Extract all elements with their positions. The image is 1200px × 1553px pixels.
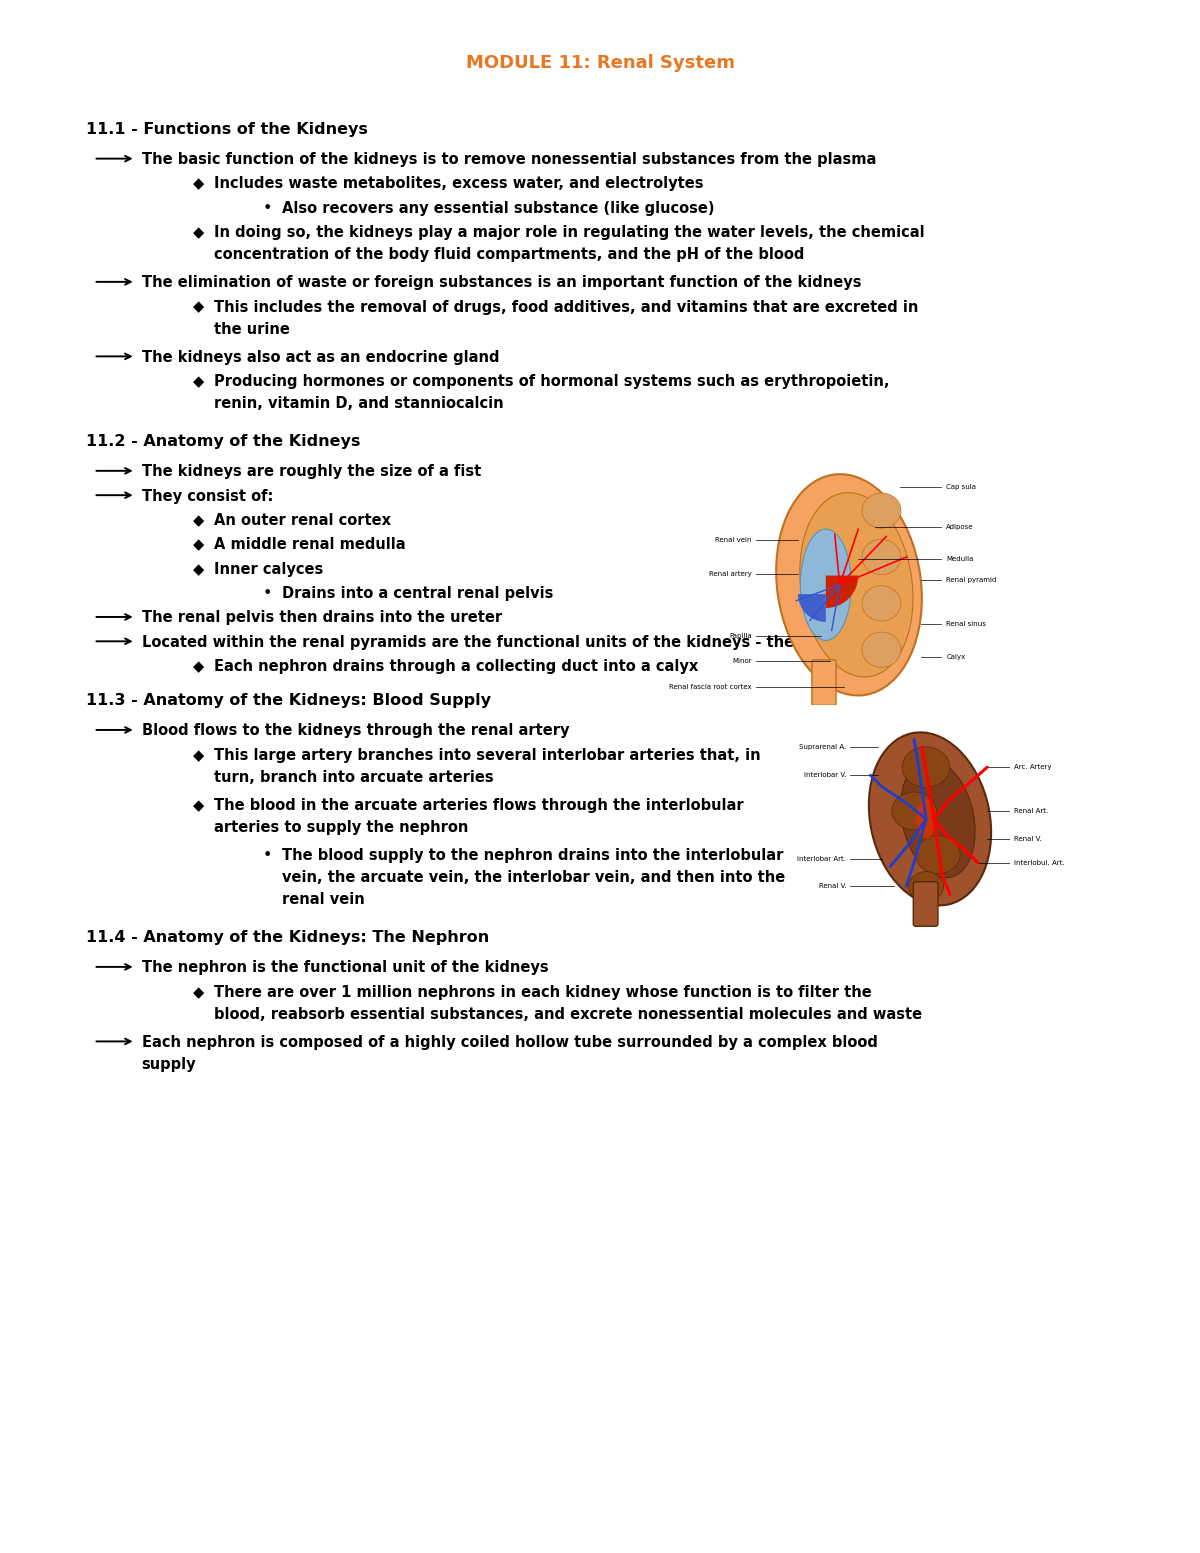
- Text: The renal pelvis then drains into the ureter: The renal pelvis then drains into the ur…: [142, 610, 502, 626]
- Text: the urine: the urine: [214, 321, 289, 337]
- Text: ◆: ◆: [193, 798, 204, 812]
- Ellipse shape: [869, 733, 991, 905]
- Text: Renal sinus: Renal sinus: [947, 621, 986, 627]
- Ellipse shape: [892, 792, 936, 829]
- Text: The kidneys also act as an endocrine gland: The kidneys also act as an endocrine gla…: [142, 349, 499, 365]
- Text: ◆: ◆: [193, 537, 204, 553]
- Ellipse shape: [862, 585, 901, 621]
- Text: The nephron is the functional unit of the kidneys: The nephron is the functional unit of th…: [142, 960, 548, 975]
- Ellipse shape: [902, 747, 950, 787]
- Text: There are over 1 million nephrons in each kidney whose function is to filter the: There are over 1 million nephrons in eac…: [214, 985, 871, 1000]
- Text: The basic function of the kidneys is to remove nonessential substances from the : The basic function of the kidneys is to …: [142, 152, 876, 168]
- Text: Interlobar Art.: Interlobar Art.: [798, 856, 846, 862]
- Text: Producing hormones or components of hormonal systems such as erythropoietin,: Producing hormones or components of horm…: [214, 374, 889, 390]
- Text: Renal V.: Renal V.: [1014, 836, 1042, 842]
- Text: Renal V.: Renal V.: [818, 884, 846, 890]
- Text: •: •: [263, 848, 272, 863]
- Text: Calyx: Calyx: [947, 654, 966, 660]
- Text: Medulla: Medulla: [947, 556, 973, 562]
- Text: Arc. Artery: Arc. Artery: [1014, 764, 1051, 770]
- Ellipse shape: [862, 539, 901, 575]
- Wedge shape: [798, 595, 826, 621]
- Text: ◆: ◆: [193, 300, 204, 315]
- Text: The kidneys are roughly the size of a fist: The kidneys are roughly the size of a fi…: [142, 464, 481, 480]
- Text: turn, branch into arcuate arteries: turn, branch into arcuate arteries: [214, 770, 493, 784]
- Text: The elimination of waste or foreign substances is an important function of the k: The elimination of waste or foreign subs…: [142, 275, 862, 290]
- Text: 11.4 - Anatomy of the Kidneys: The Nephron: 11.4 - Anatomy of the Kidneys: The Nephr…: [86, 930, 490, 944]
- Ellipse shape: [901, 759, 976, 877]
- Text: ◆: ◆: [193, 747, 204, 763]
- Text: ◆: ◆: [193, 177, 204, 191]
- Text: Each nephron drains through a collecting duct into a calyx: Each nephron drains through a collecting…: [214, 658, 698, 674]
- FancyBboxPatch shape: [812, 660, 836, 705]
- Text: Renal Art.: Renal Art.: [1014, 808, 1048, 814]
- Text: •: •: [263, 585, 272, 601]
- Ellipse shape: [916, 798, 936, 839]
- Text: This includes the removal of drugs, food additives, and vitamins that are excret: This includes the removal of drugs, food…: [214, 300, 918, 315]
- Text: •: •: [263, 200, 272, 216]
- Text: The blood supply to the nephron drains into the interlobular: The blood supply to the nephron drains i…: [282, 848, 784, 863]
- Text: Drains into a central renal pelvis: Drains into a central renal pelvis: [282, 585, 553, 601]
- Text: renin, vitamin D, and stanniocalcin: renin, vitamin D, and stanniocalcin: [214, 396, 503, 412]
- Text: Interlobul. Art.: Interlobul. Art.: [1014, 860, 1064, 865]
- Text: Blood flows to the kidneys through the renal artery: Blood flows to the kidneys through the r…: [142, 724, 569, 738]
- Text: In doing so, the kidneys play a major role in regulating the water levels, the c: In doing so, the kidneys play a major ro…: [214, 225, 924, 241]
- Text: ◆: ◆: [193, 562, 204, 576]
- Text: They consist of:: They consist of:: [142, 489, 272, 503]
- Text: 11.1 - Functions of the Kidneys: 11.1 - Functions of the Kidneys: [86, 121, 368, 137]
- Text: Papilla: Papilla: [730, 632, 751, 638]
- Text: ◆: ◆: [193, 225, 204, 241]
- Text: An outer renal cortex: An outer renal cortex: [214, 512, 391, 528]
- Ellipse shape: [862, 632, 901, 668]
- Text: Renal artery: Renal artery: [709, 570, 751, 576]
- Ellipse shape: [908, 871, 943, 901]
- Text: Located within the renal pyramids are the functional units of the kidneys - the : Located within the renal pyramids are th…: [142, 635, 877, 649]
- Text: Interlobar V.: Interlobar V.: [804, 772, 846, 778]
- Text: blood, reabsorb essential substances, and excrete nonessential molecules and was: blood, reabsorb essential substances, an…: [214, 1006, 922, 1022]
- Text: arteries to supply the nephron: arteries to supply the nephron: [214, 820, 468, 836]
- Text: ◆: ◆: [193, 374, 204, 390]
- Text: Renal vein: Renal vein: [715, 537, 751, 544]
- Text: A middle renal medulla: A middle renal medulla: [214, 537, 406, 553]
- Text: ◆: ◆: [193, 658, 204, 674]
- Ellipse shape: [800, 530, 851, 640]
- Ellipse shape: [916, 836, 960, 874]
- Text: Inner calyces: Inner calyces: [214, 562, 323, 576]
- Text: renal vein: renal vein: [282, 893, 365, 907]
- Ellipse shape: [862, 492, 901, 528]
- Text: Cap sula: Cap sula: [947, 485, 977, 491]
- Text: 11.3 - Anatomy of the Kidneys: Blood Supply: 11.3 - Anatomy of the Kidneys: Blood Sup…: [86, 693, 492, 708]
- Text: Also recovers any essential substance (like glucose): Also recovers any essential substance (l…: [282, 200, 714, 216]
- Text: vein, the arcuate vein, the interlobar vein, and then into the: vein, the arcuate vein, the interlobar v…: [282, 870, 785, 885]
- Text: 11.2 - Anatomy of the Kidneys: 11.2 - Anatomy of the Kidneys: [86, 433, 361, 449]
- Wedge shape: [826, 576, 858, 609]
- Text: Minor: Minor: [732, 658, 751, 663]
- FancyBboxPatch shape: [913, 882, 938, 926]
- Text: Each nephron is composed of a highly coiled hollow tube surrounded by a complex : Each nephron is composed of a highly coi…: [142, 1034, 877, 1050]
- Text: concentration of the body fluid compartments, and the pH of the blood: concentration of the body fluid compartm…: [214, 247, 804, 262]
- Text: Renal pyramid: Renal pyramid: [947, 578, 997, 584]
- Text: ◆: ◆: [193, 512, 204, 528]
- Text: The blood in the arcuate arteries flows through the interlobular: The blood in the arcuate arteries flows …: [214, 798, 743, 812]
- Text: Suprarenal A.: Suprarenal A.: [799, 744, 846, 750]
- Text: ◆: ◆: [193, 985, 204, 1000]
- Text: MODULE 11: Renal System: MODULE 11: Renal System: [466, 54, 734, 73]
- Text: Renal fascia root cortex: Renal fascia root cortex: [670, 683, 751, 690]
- Ellipse shape: [776, 474, 922, 696]
- Text: This large artery branches into several interlobar arteries that, in: This large artery branches into several …: [214, 747, 761, 763]
- Text: Includes waste metabolites, excess water, and electrolytes: Includes waste metabolites, excess water…: [214, 177, 703, 191]
- Text: supply: supply: [142, 1058, 197, 1072]
- Text: Adipose: Adipose: [947, 525, 974, 530]
- Ellipse shape: [800, 492, 913, 677]
